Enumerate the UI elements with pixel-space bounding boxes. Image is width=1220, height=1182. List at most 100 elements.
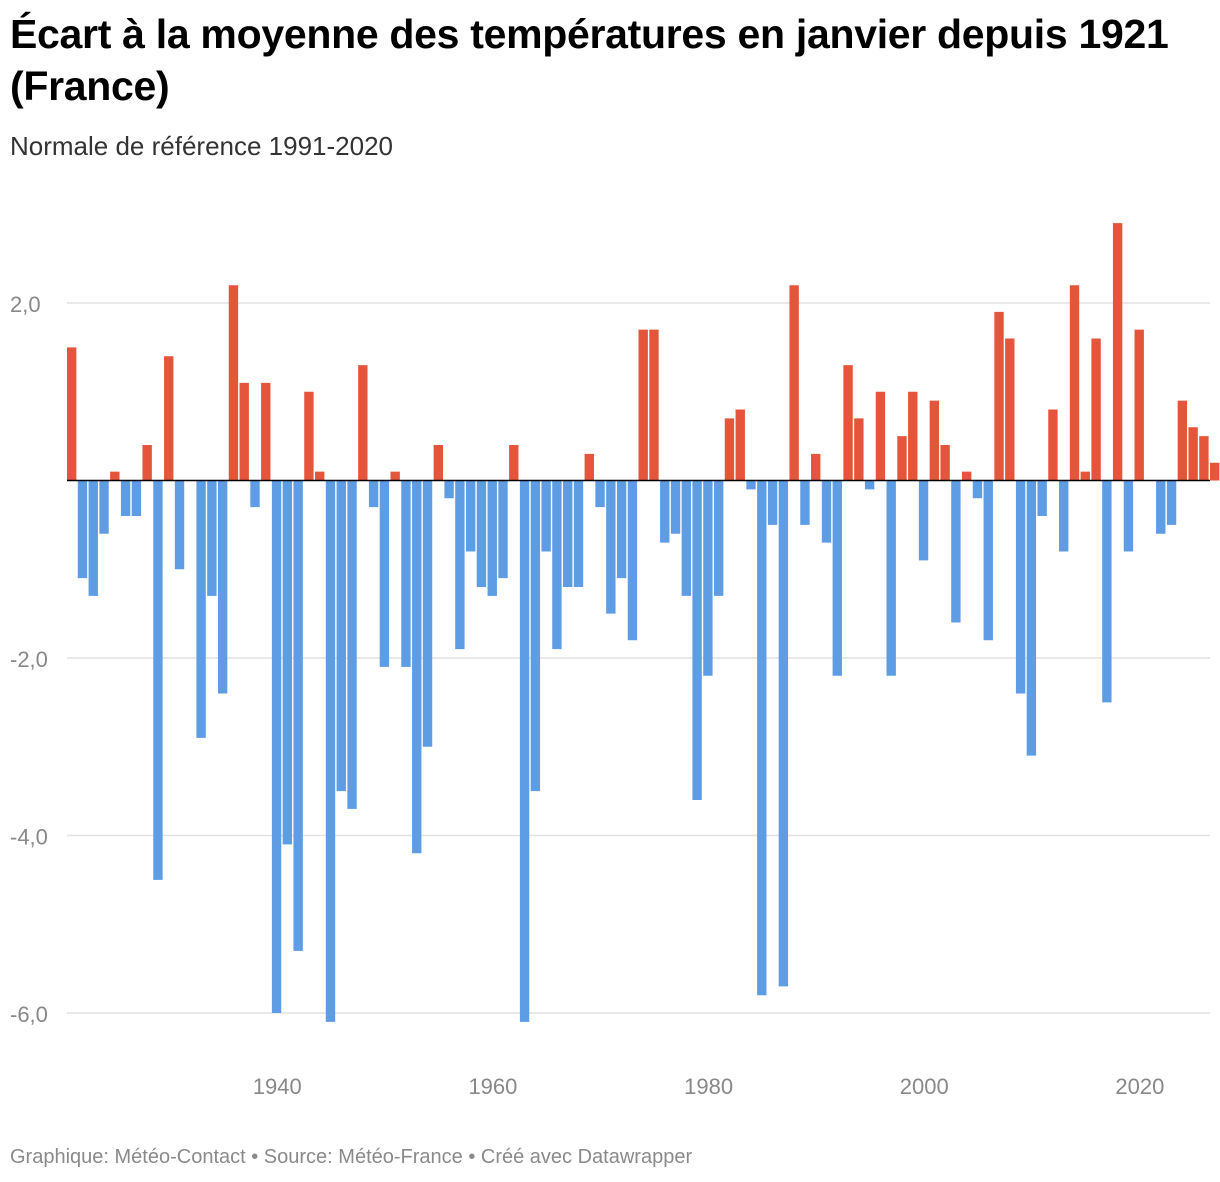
bar-1991 — [821, 480, 832, 543]
bar-2018 — [1112, 223, 1123, 481]
bar-1928 — [142, 445, 152, 481]
bar-1973 — [627, 480, 638, 641]
bar-1926 — [120, 480, 131, 516]
bar-1930 — [164, 356, 174, 481]
bar-1955 — [433, 445, 443, 481]
bar-1958 — [465, 480, 476, 552]
page-title: Écart à la moyenne des températures en j… — [10, 11, 1169, 109]
bar-1989 — [800, 480, 810, 525]
bar-2003 — [951, 480, 961, 623]
bar-2001 — [929, 400, 940, 481]
bar-2008 — [1005, 338, 1015, 481]
chart-credit: Graphique: Météo-Contact • Source: Météo… — [10, 1146, 693, 1168]
bar-2017 — [1102, 480, 1112, 703]
bar-1981 — [713, 480, 724, 596]
bar-1964 — [530, 480, 541, 792]
x-tick-label: 2000 — [900, 1074, 949, 1099]
bar-1985 — [757, 480, 767, 996]
bar-2013 — [1059, 480, 1069, 552]
bar-1942 — [293, 480, 303, 951]
bar-1968 — [573, 480, 584, 587]
bar-1992 — [832, 480, 842, 676]
x-tick-label: 1940 — [253, 1074, 302, 1099]
bar-1947 — [347, 480, 357, 809]
bar-1921 — [67, 347, 77, 481]
bar-1993 — [843, 365, 853, 481]
bar-1966 — [552, 480, 562, 650]
bar-1980 — [703, 480, 713, 676]
page-subtitle: Normale de référence 1991-2020 — [10, 131, 394, 161]
bar-1943 — [304, 391, 314, 481]
bar-1996 — [875, 391, 886, 481]
bar-1995 — [864, 480, 875, 490]
bar-1934 — [207, 480, 217, 596]
bar-1977 — [670, 480, 681, 534]
bar-1924 — [99, 480, 109, 534]
bar-1978 — [681, 480, 692, 596]
bar-1986 — [767, 480, 778, 525]
bar-2011 — [1037, 480, 1047, 516]
bar-2023 — [1166, 480, 1177, 525]
bar-1960 — [487, 480, 497, 596]
bar-1990 — [811, 453, 821, 481]
bar-1941 — [282, 480, 293, 845]
bar-2006 — [983, 480, 993, 641]
bar-1971 — [606, 480, 616, 614]
bar-undefined — [1210, 462, 1220, 481]
bar-1975 — [649, 329, 659, 481]
bar-1923 — [88, 480, 98, 596]
bar-1952 — [401, 480, 411, 667]
bar-1939 — [261, 382, 271, 481]
bar-2016 — [1091, 338, 1101, 481]
bar-1965 — [541, 480, 551, 552]
bar-1953 — [412, 480, 422, 854]
bar-1999 — [908, 391, 918, 481]
bar-1959 — [476, 480, 487, 587]
x-tick-label: 1980 — [684, 1074, 733, 1099]
bar-1998 — [897, 436, 907, 481]
bar-1950 — [379, 480, 390, 667]
bar-1935 — [217, 480, 228, 694]
bar-1938 — [250, 480, 260, 508]
bar-1937 — [239, 382, 249, 481]
bar-1927 — [131, 480, 142, 516]
bar-1963 — [519, 480, 530, 1022]
bar-1962 — [509, 445, 519, 481]
bar-1974 — [638, 329, 648, 481]
bar-1944 — [315, 471, 325, 481]
bar-1956 — [444, 480, 454, 499]
bar-1946 — [336, 480, 346, 792]
x-tick-label: 1960 — [468, 1074, 517, 1099]
bar-1936 — [228, 285, 239, 481]
bar-2014 — [1069, 285, 1080, 481]
bar-1997 — [886, 480, 896, 676]
bar-2015 — [1080, 471, 1090, 481]
bar-1987 — [778, 480, 789, 987]
y-tick-label: 2,0 — [10, 292, 41, 317]
bar-1961 — [498, 480, 508, 579]
y-tick-label: -4,0 — [10, 825, 48, 850]
y-tick-label: -2,0 — [10, 647, 48, 672]
bar-2024 — [1177, 400, 1188, 481]
bar-1925 — [110, 471, 120, 481]
x-tick-label: 2020 — [1115, 1074, 1164, 1099]
bar-1988 — [789, 285, 799, 481]
bar-1984 — [746, 480, 756, 490]
bar-2005 — [972, 480, 983, 499]
bar-1940 — [271, 480, 282, 1013]
bar-1929 — [153, 480, 163, 880]
bar-2025 — [1188, 427, 1198, 481]
bar-1948 — [358, 365, 368, 481]
bar-2009 — [1015, 480, 1026, 694]
y-tick-label: -6,0 — [10, 1002, 48, 1027]
bar-2012 — [1048, 409, 1058, 481]
bar-1972 — [616, 480, 627, 579]
bar-2007 — [994, 311, 1004, 481]
bar-2010 — [1026, 480, 1037, 756]
bar-1933 — [196, 480, 206, 738]
bar-2019 — [1123, 480, 1134, 552]
bar-1970 — [595, 480, 605, 508]
bar-2002 — [940, 445, 950, 481]
bar-1951 — [390, 471, 400, 481]
